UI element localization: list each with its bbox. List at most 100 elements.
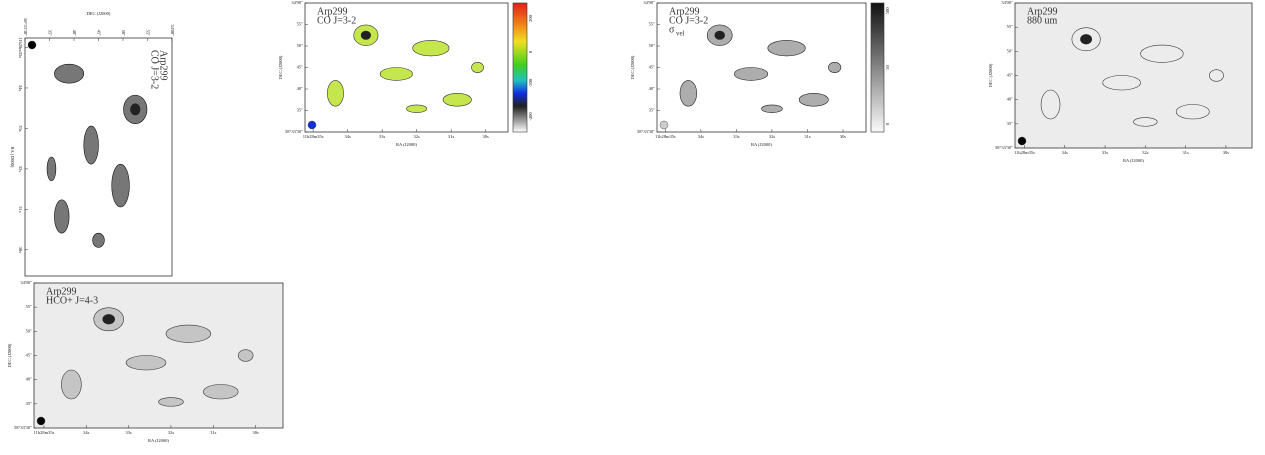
x-tick-label: 33s bbox=[1102, 150, 1109, 155]
y-tick-label: 40" bbox=[297, 86, 304, 91]
emission-contour bbox=[471, 62, 484, 73]
y-tick-label: 34'00" bbox=[1001, 0, 1013, 5]
x-tick-label: 32s bbox=[168, 430, 175, 435]
emission-contour bbox=[761, 104, 783, 113]
y-tick-label: 58°33'30" bbox=[637, 129, 655, 134]
x-tick-label: 11h28m35s bbox=[655, 134, 676, 139]
x-tick-label: 34s bbox=[83, 430, 90, 435]
beam bbox=[36, 416, 46, 426]
y-axis-label: DEC (J2000) bbox=[988, 63, 993, 87]
x-tick-label: 34s bbox=[18, 85, 23, 92]
emission-contour bbox=[46, 156, 57, 182]
emission-contour bbox=[1140, 44, 1184, 63]
x-tick-label: 31s bbox=[448, 134, 455, 139]
y-tick-label: 40" bbox=[649, 86, 656, 91]
x-tick-label: 31s bbox=[18, 206, 23, 213]
panel-label: CO J=3-2 bbox=[317, 15, 356, 26]
y-tick-label: 50" bbox=[297, 43, 304, 48]
y-tick-label: 35" bbox=[47, 30, 52, 37]
emission-contour bbox=[158, 397, 184, 407]
panel-label-subscript: vel bbox=[676, 30, 685, 38]
x-tick-label: 33s bbox=[379, 134, 386, 139]
y-tick-label: 34'00" bbox=[643, 0, 655, 5]
emission-contour bbox=[406, 104, 428, 113]
x-tick-label: 11h28m35s bbox=[18, 37, 23, 58]
colorbar bbox=[870, 2, 885, 133]
emission-contour bbox=[379, 67, 413, 81]
y-tick-label: 55" bbox=[649, 22, 656, 27]
colorbar-tick-label: -400 bbox=[528, 112, 533, 121]
panel: 11h28m35s 34s 33s 32s 31s 30s 34'00" 55" 50" 45" 4… bbox=[278, 0, 509, 147]
x-tick-label: 30s bbox=[18, 247, 23, 254]
y-tick-label: 50" bbox=[121, 30, 126, 37]
panel-label: CO J=3-2 bbox=[669, 15, 708, 26]
x-tick-label: 11h28m35s bbox=[1014, 150, 1035, 155]
x-tick-label: 32s bbox=[414, 134, 421, 139]
y-tick-label: 40" bbox=[1007, 97, 1014, 102]
x-tick-label: 32s bbox=[1142, 150, 1149, 155]
y-axis-label: DEC (J2000) bbox=[630, 55, 635, 79]
emission-contour bbox=[1175, 104, 1210, 120]
emission-contour bbox=[54, 199, 70, 234]
y-tick-label: 35" bbox=[297, 108, 304, 113]
peak bbox=[130, 103, 141, 116]
beam bbox=[1017, 136, 1027, 146]
y-tick-label: 50" bbox=[26, 328, 33, 333]
x-tick-label: 32s bbox=[18, 166, 23, 173]
panel-label: Arp299 bbox=[46, 286, 77, 297]
panel-label: Arp299 bbox=[158, 50, 169, 81]
y-tick-label: 34'00" bbox=[291, 0, 303, 5]
y-tick-label: 35" bbox=[1007, 121, 1014, 126]
x-tick-label: 30s bbox=[1223, 150, 1230, 155]
beam bbox=[27, 40, 37, 50]
colorbar-tick-label: -200 bbox=[528, 78, 533, 87]
emission-contour bbox=[92, 232, 105, 248]
y-axis-label: DEC (J2000) bbox=[7, 343, 12, 367]
x-axis-label: RA (J2000) bbox=[10, 147, 15, 168]
emission-contour bbox=[412, 40, 450, 57]
emission-contour bbox=[203, 384, 239, 400]
emission-contour bbox=[125, 355, 167, 371]
x-axis-label: RA (J2000) bbox=[1123, 158, 1144, 163]
colorbar-tick-label: 50 bbox=[885, 65, 890, 70]
x-tick-label: 30s bbox=[840, 134, 847, 139]
panel: 11h28m35s 34s 33s 32s 31s 30s 34'00" 55" 50" 45" 4… bbox=[988, 0, 1253, 163]
x-axis-label: RA (J2000) bbox=[396, 142, 417, 147]
x-axis-label: RA (J2000) bbox=[751, 142, 772, 147]
y-tick-label: 35" bbox=[649, 108, 656, 113]
panel: 11h28m35s 34s 33s 32s 31s 30s 34'00" 55" 50" 45" 4… bbox=[7, 280, 284, 443]
panel: 11h28m35s 34s 33s 32s 31s 30s 34'00" 55" 50" 45" 4… bbox=[630, 0, 867, 147]
beam bbox=[659, 120, 669, 130]
panel-label: HCO+ J=4-3 bbox=[46, 295, 98, 306]
y-tick-label: 34'00" bbox=[170, 24, 175, 36]
panel-label: Arp299 bbox=[669, 6, 700, 17]
panel-label: 880 um bbox=[1027, 15, 1058, 26]
panel-label: Arp299 bbox=[1027, 6, 1058, 17]
emission-contour bbox=[237, 349, 254, 362]
emission-contour bbox=[61, 369, 82, 400]
colorbar-tick-label: 0 bbox=[528, 50, 533, 53]
y-tick-label: 55" bbox=[297, 22, 304, 27]
y-tick-label: 58°33'30" bbox=[14, 425, 32, 430]
emission-contour bbox=[111, 163, 130, 208]
beam bbox=[307, 120, 317, 130]
x-tick-label: 34s bbox=[1062, 150, 1069, 155]
emission-contour bbox=[83, 125, 99, 165]
panel-label: Arp299 bbox=[317, 6, 348, 17]
y-tick-label: 58°33'30" bbox=[285, 129, 303, 134]
y-tick-label: 40" bbox=[26, 377, 33, 382]
emission-contour bbox=[679, 80, 698, 107]
x-tick-label: 31s bbox=[804, 134, 811, 139]
emission-contour bbox=[1040, 89, 1061, 120]
panel-label: σ bbox=[669, 24, 675, 35]
emission-contour bbox=[734, 67, 769, 81]
emission-contour bbox=[767, 40, 806, 57]
y-axis-label: DEC (J2000) bbox=[278, 55, 283, 79]
emission-contour bbox=[798, 93, 829, 107]
x-tick-label: 30s bbox=[252, 430, 258, 435]
colorbar bbox=[512, 2, 528, 133]
x-tick-label: 33s bbox=[125, 430, 131, 435]
x-tick-label: 31s bbox=[210, 430, 217, 435]
x-tick-label: 34s bbox=[698, 134, 705, 139]
